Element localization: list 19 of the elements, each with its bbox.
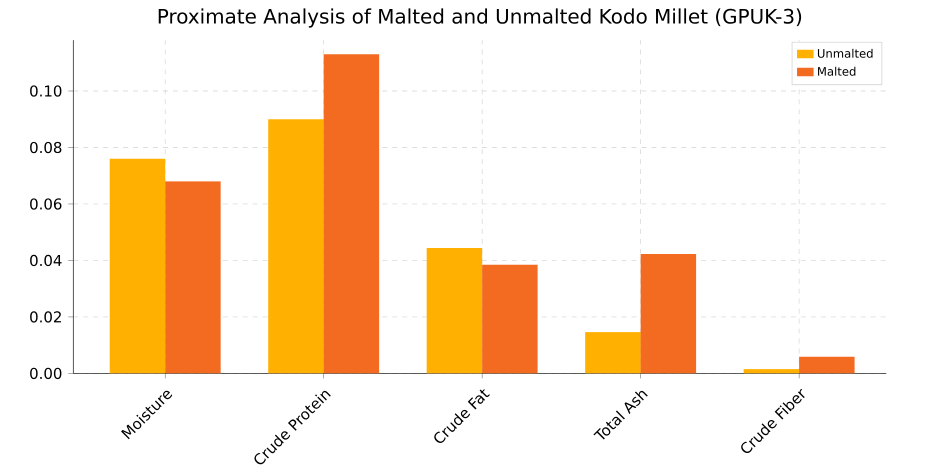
bar	[640, 254, 696, 374]
y-tick-label: 0.00	[30, 368, 62, 380]
bar	[268, 119, 324, 374]
bar	[165, 181, 221, 374]
y-tick-label: 0.10	[30, 85, 62, 97]
bar	[585, 332, 641, 374]
bar	[110, 158, 166, 374]
bar	[482, 264, 538, 374]
bar	[426, 248, 482, 374]
y-tick-label: 0.02	[30, 311, 61, 323]
legend-label: Malted	[818, 66, 856, 76]
bar	[744, 369, 800, 374]
bar	[799, 356, 855, 374]
y-tick-label: 0.06	[30, 198, 62, 210]
legend-label: Unmalted	[818, 48, 873, 58]
chart-title: Proximate Analysis of Malted and Unmalted Kodo Millet (GPUK-3)	[158, 8, 802, 28]
y-tick-label: 0.04	[30, 254, 62, 266]
bar	[324, 54, 380, 374]
y-tick-label: 0.08	[30, 142, 62, 154]
